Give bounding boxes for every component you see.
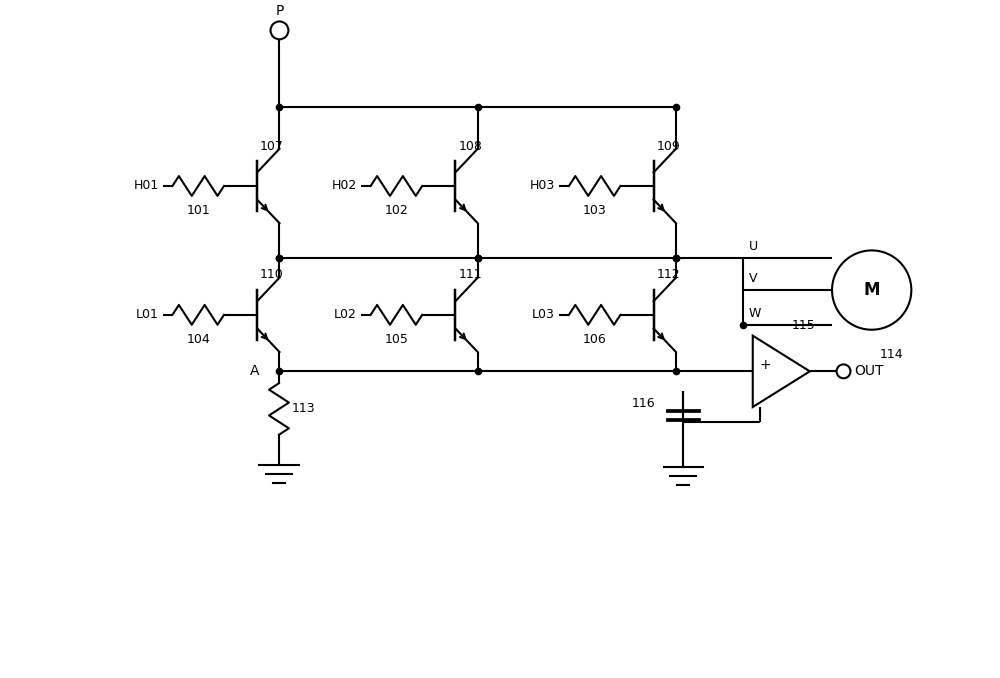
Text: V: V [749,272,757,285]
Text: 110: 110 [260,268,284,281]
Text: 114: 114 [880,348,903,361]
Text: U: U [749,241,758,254]
Text: 104: 104 [186,333,210,346]
Text: 107: 107 [260,140,284,153]
Text: W: W [749,307,761,320]
Text: 112: 112 [657,268,680,281]
Text: L03: L03 [532,308,555,321]
Text: L01: L01 [136,308,159,321]
Text: 105: 105 [384,333,408,346]
Text: P: P [275,5,284,18]
Text: 111: 111 [458,268,482,281]
Text: H03: H03 [530,180,555,193]
Text: 102: 102 [385,204,408,217]
Text: 108: 108 [458,140,482,153]
Text: 101: 101 [186,204,210,217]
Text: 113: 113 [292,403,315,416]
Text: OUT: OUT [854,364,884,378]
Text: 116: 116 [632,397,656,410]
Text: +: + [759,358,771,372]
Text: 109: 109 [657,140,680,153]
Circle shape [271,22,288,39]
Text: 115: 115 [792,319,816,332]
Circle shape [837,364,850,378]
Circle shape [832,250,911,330]
Text: L02: L02 [334,308,357,321]
Text: 106: 106 [583,333,607,346]
Text: H02: H02 [332,180,357,193]
Text: 103: 103 [583,204,607,217]
Text: A: A [250,364,260,378]
Text: H01: H01 [133,180,159,193]
Text: M: M [863,281,880,299]
